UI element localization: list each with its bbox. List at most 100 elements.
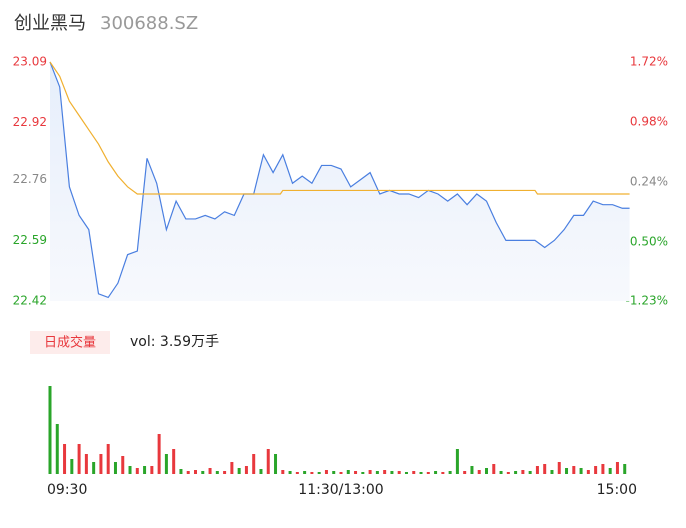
volume-button[interactable]	[30, 331, 110, 354]
volume-bar	[470, 466, 474, 474]
volume-bar	[179, 469, 183, 474]
volume-bar	[434, 471, 438, 474]
y-tick-label: 22.76	[13, 172, 47, 186]
volume-bar	[317, 472, 321, 474]
volume-bar	[295, 472, 299, 474]
volume-bar	[237, 468, 241, 474]
volume-bar	[77, 444, 81, 474]
volume-bar	[48, 386, 52, 474]
volume-bar	[521, 470, 525, 474]
volume-bar	[426, 472, 430, 474]
volume-bar	[194, 470, 197, 474]
price-area	[50, 62, 630, 301]
volume-bar	[623, 464, 627, 474]
volume-bar	[201, 471, 205, 474]
volume-bar	[412, 471, 416, 474]
volume-bar	[455, 449, 459, 474]
y2-tick-label: 0.24%	[630, 174, 668, 188]
volume-bar	[404, 472, 408, 474]
volume-bar	[92, 462, 96, 474]
volume-bar	[586, 470, 590, 474]
volume-bar	[164, 454, 168, 474]
volume-bar	[594, 466, 598, 474]
volume-bar	[121, 456, 125, 474]
volume-bar	[324, 470, 328, 474]
volume-bar	[281, 470, 285, 474]
volume-bar	[157, 434, 161, 474]
y2-tick-label: -0.50%	[626, 234, 668, 248]
volume-bar	[208, 468, 212, 474]
x-tick-label: 09:30	[47, 482, 87, 498]
volume-bar	[463, 471, 467, 474]
volume-bar	[150, 466, 154, 474]
volume-bar	[332, 471, 336, 474]
y-tick-label: 22.59	[13, 233, 47, 247]
volume-bar	[339, 472, 343, 474]
average-line	[49, 61, 630, 195]
volume-bar	[579, 468, 583, 474]
volume-bar	[346, 470, 350, 474]
volume-bar	[557, 462, 561, 474]
volume-bar	[172, 449, 176, 474]
price-line	[49, 61, 630, 299]
volume-bar	[223, 471, 227, 474]
y2-tick-label: 1.72%	[630, 55, 668, 69]
volume-bar	[303, 471, 307, 474]
volume-bar	[55, 424, 59, 474]
y-tick-label: 22.42	[13, 294, 47, 308]
volume-bar	[514, 471, 518, 474]
volume-bar	[135, 468, 139, 474]
volume-bar	[375, 471, 379, 474]
volume-bar	[186, 471, 190, 474]
volume-bar	[354, 471, 358, 474]
volume-bar	[499, 471, 503, 474]
volume-bar	[244, 466, 248, 474]
volume-bar	[448, 471, 452, 474]
volume-bar	[310, 472, 314, 474]
volume-bar	[535, 466, 539, 474]
y2-tick-label: -1.23%	[626, 294, 668, 308]
x-tick-label: 11:30/13:00	[298, 482, 383, 498]
volume-bar	[368, 470, 372, 474]
volume-bar	[572, 466, 576, 474]
title: 创业黑马	[14, 13, 86, 34]
volume-bar	[128, 466, 132, 474]
volume-bar	[477, 470, 481, 474]
volume-label: vol: 3.59万手	[130, 334, 219, 350]
volume-bar	[266, 449, 270, 474]
volume-bar	[397, 471, 401, 474]
y-tick-label: 23.09	[13, 55, 47, 69]
volume-bar	[441, 472, 445, 474]
volume-bar	[84, 454, 88, 474]
volume-bar	[485, 468, 488, 474]
volume-bar	[106, 444, 110, 474]
volume-bar	[259, 469, 263, 474]
subtitle: 300688.SZ	[100, 13, 198, 34]
volume-bar	[492, 464, 496, 474]
x-tick-label: 15:00	[597, 482, 637, 498]
volume-bar	[230, 462, 234, 474]
volume-bar	[274, 454, 278, 474]
volume-bar	[550, 470, 554, 474]
volume-bar	[383, 470, 387, 474]
volume-bar	[390, 471, 394, 474]
volume-bar	[615, 462, 619, 474]
volume-bar	[506, 472, 510, 474]
volume-bar	[543, 464, 547, 474]
volume-bar	[361, 472, 365, 474]
volume-bar	[70, 459, 74, 474]
volume-bar	[608, 468, 612, 474]
y2-tick-label: 0.98%	[630, 114, 668, 128]
volume-bar	[601, 464, 605, 474]
volume-button-label[interactable]: 日成交量	[44, 335, 96, 351]
volume-bar	[419, 472, 423, 474]
volume-bar	[215, 471, 219, 474]
volume-bar	[113, 462, 117, 474]
volume-bar	[63, 444, 67, 474]
volume-bar	[143, 466, 147, 474]
volume-bar	[99, 454, 103, 474]
volume-bar	[528, 471, 532, 474]
y-tick-label: 22.92	[13, 115, 47, 129]
volume-bar	[252, 454, 256, 474]
